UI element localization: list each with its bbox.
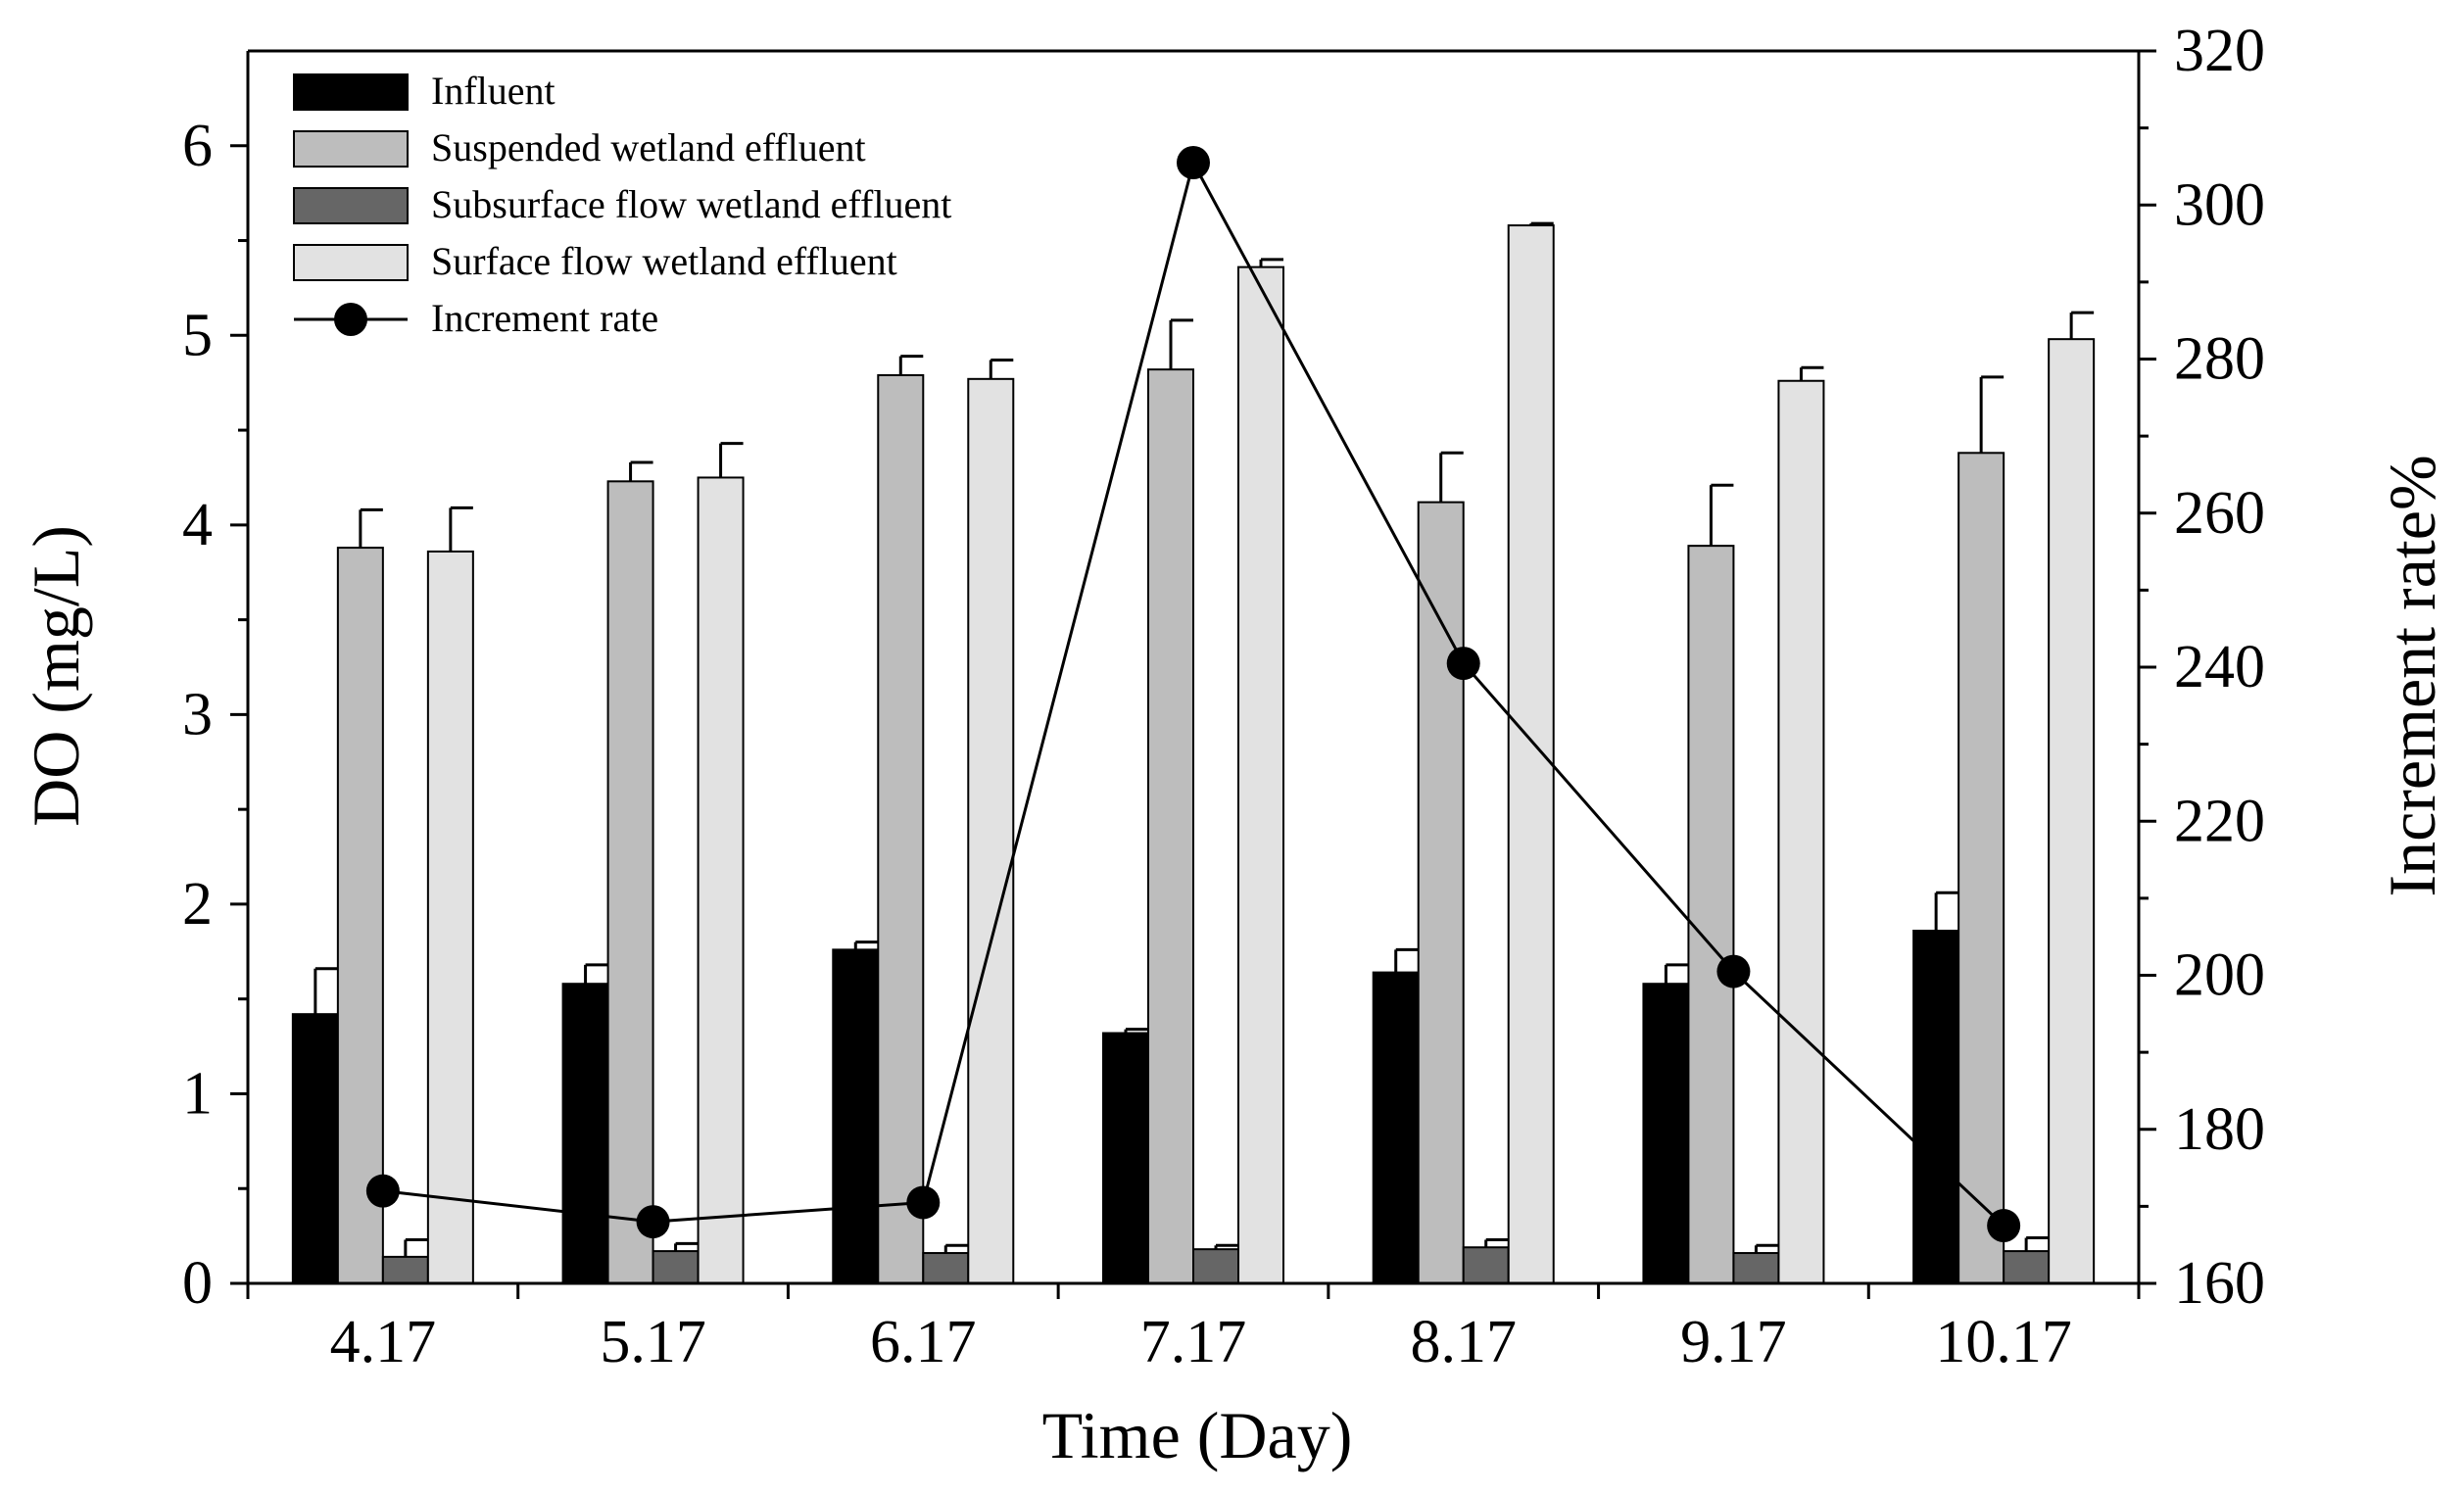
y2-tick-label: 180 xyxy=(2174,1096,2265,1163)
y2-tick-label: 160 xyxy=(2174,1250,2265,1317)
x-tick-label-5.17: 5.17 xyxy=(600,1309,706,1375)
bar-s1-7.17 xyxy=(1147,368,1194,1285)
legend: Influent Suspended wetland effluent Subsur… xyxy=(293,69,951,340)
bar-s2-10.17 xyxy=(2003,1250,2051,1285)
increment-rate-point-10.17 xyxy=(1987,1209,2021,1243)
bar-s1-8.17 xyxy=(1417,501,1465,1284)
bar-s3-9.17 xyxy=(1777,379,1825,1285)
x-tick-label-9.17: 9.17 xyxy=(1680,1309,1787,1375)
increment-rate-point-8.17 xyxy=(1446,647,1480,681)
y2-tick-label: 320 xyxy=(2174,18,2265,84)
bar-s3-5.17 xyxy=(697,476,745,1284)
bar-s2-4.17 xyxy=(381,1255,429,1285)
y2-tick-label: 220 xyxy=(2174,788,2265,854)
y-tick-label: 1 xyxy=(182,1060,213,1127)
legend-label-s3: Surface flow wetland effluent xyxy=(431,239,897,283)
x-tick-label-8.17: 8.17 xyxy=(1410,1309,1517,1375)
increment-rate-point-9.17 xyxy=(1716,954,1751,988)
bar-s0-6.17 xyxy=(832,948,880,1284)
bar-s3-10.17 xyxy=(2048,338,2096,1284)
x-axis-title: Time (Day) xyxy=(1042,1398,1353,1472)
bar-s2-5.17 xyxy=(652,1250,700,1285)
bar-s1-10.17 xyxy=(1957,452,2005,1285)
bar-s3-6.17 xyxy=(967,377,1015,1284)
bar-s0-8.17 xyxy=(1372,971,1420,1284)
increment-rate-point-5.17 xyxy=(636,1205,670,1239)
bar-s0-5.17 xyxy=(561,983,609,1284)
y2-tick-label: 260 xyxy=(2174,480,2265,547)
y2-axis-title: Increment rate% xyxy=(2375,455,2449,896)
y2-tick-label: 280 xyxy=(2174,326,2265,393)
y-tick-label: 4 xyxy=(182,492,213,558)
bar-s3-4.17 xyxy=(426,550,474,1284)
bars-layer xyxy=(291,224,2096,1285)
bar-s0-9.17 xyxy=(1642,983,1690,1284)
x-tick-label-4.17: 4.17 xyxy=(330,1309,437,1375)
y2-tick-label: 240 xyxy=(2174,634,2265,700)
x-tick-label-6.17: 6.17 xyxy=(870,1309,977,1375)
bar-s2-9.17 xyxy=(1732,1252,1780,1284)
bar-s2-7.17 xyxy=(1192,1248,1239,1285)
legend-swatch-s0 xyxy=(293,73,409,111)
y-tick-label: 5 xyxy=(182,302,213,368)
y-tick-label: 2 xyxy=(182,871,213,938)
axes-layer: 0 1 2 3 4 5 6 160 180 200 220 240 260 280 300 320 4.17 5.… xyxy=(182,18,2265,1375)
y-tick-label: 6 xyxy=(182,113,213,179)
error-bars-layer xyxy=(314,221,2095,1257)
legend-label-s2: Subsurface flow wetland effluent xyxy=(431,182,951,226)
legend-marker-rate xyxy=(334,303,367,336)
bar-s3-7.17 xyxy=(1237,265,1284,1285)
x-tick-label-7.17: 7.17 xyxy=(1140,1309,1247,1375)
increment-rate-point-6.17 xyxy=(906,1185,941,1220)
bar-s2-6.17 xyxy=(922,1252,970,1284)
legend-swatch-s2 xyxy=(293,187,409,224)
bar-s1-9.17 xyxy=(1687,545,1735,1284)
legend-label-s0: Influent xyxy=(431,69,556,113)
legend-label-s1: Suspended wetland effluent xyxy=(431,125,866,169)
bar-s1-5.17 xyxy=(606,480,654,1284)
y-tick-label: 0 xyxy=(182,1250,213,1317)
bar-s1-4.17 xyxy=(336,547,384,1284)
legend-swatch-s3 xyxy=(293,244,409,281)
y2-tick-label: 300 xyxy=(2174,171,2265,238)
bar-s0-7.17 xyxy=(1102,1032,1149,1284)
bar-s0-10.17 xyxy=(1912,930,1960,1284)
increment-rate-point-4.17 xyxy=(365,1174,400,1208)
legend-label-rate: Increment rate xyxy=(431,296,658,340)
bar-s3-8.17 xyxy=(1507,224,1555,1284)
y-tick-label: 3 xyxy=(182,681,213,747)
x-tick-label-10.17: 10.17 xyxy=(1935,1309,2072,1375)
bar-s0-4.17 xyxy=(291,1013,339,1285)
bar-s1-6.17 xyxy=(877,373,925,1285)
bar-s2-8.17 xyxy=(1462,1246,1510,1284)
y-axis-title: DO (mg/L) xyxy=(19,525,93,827)
legend-swatch-s1 xyxy=(293,130,409,168)
increment-rate-layer xyxy=(365,146,2021,1243)
increment-rate-point-7.17 xyxy=(1177,146,1210,180)
y2-tick-label: 200 xyxy=(2174,942,2265,1009)
